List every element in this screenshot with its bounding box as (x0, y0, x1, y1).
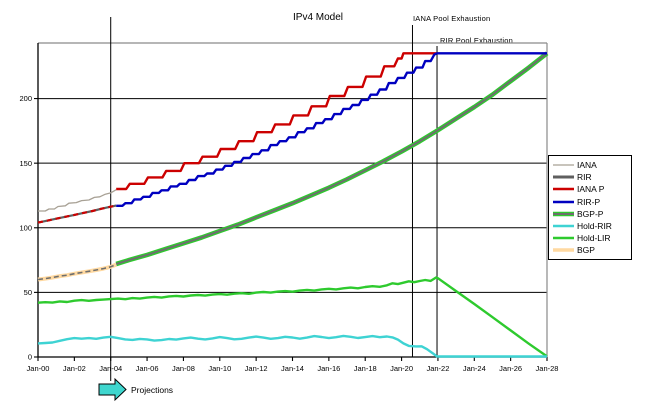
legend-label-hold-lir: Hold-LIR (577, 233, 611, 244)
legend-swatch-hold-rir (553, 224, 574, 228)
y-tick-label-200: 200 (19, 94, 32, 103)
projections-arrow-icon (98, 377, 127, 402)
legend-swatch-hold-lir (553, 236, 574, 240)
series-IANA-P-fit-line (37, 204, 117, 224)
x-tick-label-Jan-10: Jan-10 (208, 364, 231, 373)
legend-swatch-rir (553, 175, 574, 179)
x-tick-label-Jan-22: Jan-22 (426, 364, 449, 373)
legend: IANA RIR IANA P RIR-P BGP-P Hold-RIR Hold-LIR B… (548, 155, 632, 260)
x-tick-label-Jan-28: Jan-28 (536, 364, 559, 373)
legend-item-rir: RIR (553, 171, 631, 183)
x-tick-label-Jan-12: Jan-12 (245, 364, 268, 373)
x-tick-label-Jan-02: Jan-02 (63, 364, 86, 373)
legend-swatch-rir-p (553, 200, 574, 203)
x-tick-label-Jan-26: Jan-26 (499, 364, 522, 373)
legend-item-bgp: BGP (553, 244, 631, 256)
y-tick-label-150: 150 (19, 159, 32, 168)
x-tick-label-Jan-06: Jan-06 (136, 364, 159, 373)
legend-swatch-iana-p (553, 188, 574, 191)
legend-item-rir-p: RIR-P (553, 196, 631, 208)
legend-item-bgp-p: BGP-P (553, 208, 631, 220)
x-tick-label-Jan-18: Jan-18 (354, 364, 377, 373)
x-tick-label-Jan-00: Jan-00 (27, 364, 50, 373)
legend-label-rir-p: RIR-P (577, 196, 601, 207)
series-BGP-P-line (115, 52, 548, 265)
y-tick-label-100: 100 (19, 223, 32, 232)
series-BGP-P-edge (115, 51, 549, 267)
legend-item-hold-rir: Hold-RIR (553, 220, 631, 232)
series-IANA P-line (116, 52, 437, 191)
legend-label-rir: RIR (577, 172, 592, 183)
legend-item-iana-p: IANA P (553, 183, 631, 195)
y-tick-label-50: 50 (24, 288, 32, 297)
legend-label-iana-p: IANA P (577, 184, 605, 195)
x-tick-label-Jan-14: Jan-14 (281, 364, 304, 373)
projections-arrow-shape (98, 377, 127, 402)
legend-swatch-iana (553, 164, 574, 166)
x-tick-label-Jan-24: Jan-24 (463, 364, 486, 373)
series-Hold-RIR-line (37, 334, 547, 358)
annotation-iana-pool-exhaustion: IANA Pool Exhaustion (413, 14, 491, 23)
legend-swatch-bgp-p (553, 211, 574, 217)
projections-label: Projections (131, 384, 174, 395)
series-RIR-P-line (116, 52, 547, 208)
legend-item-hold-lir: Hold-LIR (553, 232, 631, 244)
series-IANA-line (38, 189, 117, 212)
x-tick-label-Jan-08: Jan-08 (172, 364, 195, 373)
chart-title: IPv4 Model (293, 12, 344, 23)
series-Hold-LIR-line (37, 276, 548, 358)
legend-label-hold-rir: Hold-RIR (577, 221, 612, 232)
legend-label-bgp: BGP (577, 245, 595, 256)
legend-swatch-bgp (553, 248, 574, 253)
projections-annotation: Projections (98, 377, 173, 402)
x-tick-label-Jan-16: Jan-16 (317, 364, 340, 373)
legend-item-iana: IANA (553, 159, 631, 171)
legend-label-iana: IANA (577, 160, 597, 171)
annotation-rir-pool-exhaustion: RIR Pool Exhaustion (440, 36, 514, 45)
y-tick-label-0: 0 (28, 353, 32, 362)
series-BGP-P-fit-line (37, 263, 117, 281)
x-tick-label-Jan-20: Jan-20 (390, 364, 413, 373)
legend-label-bgp-p: BGP-P (577, 208, 604, 219)
